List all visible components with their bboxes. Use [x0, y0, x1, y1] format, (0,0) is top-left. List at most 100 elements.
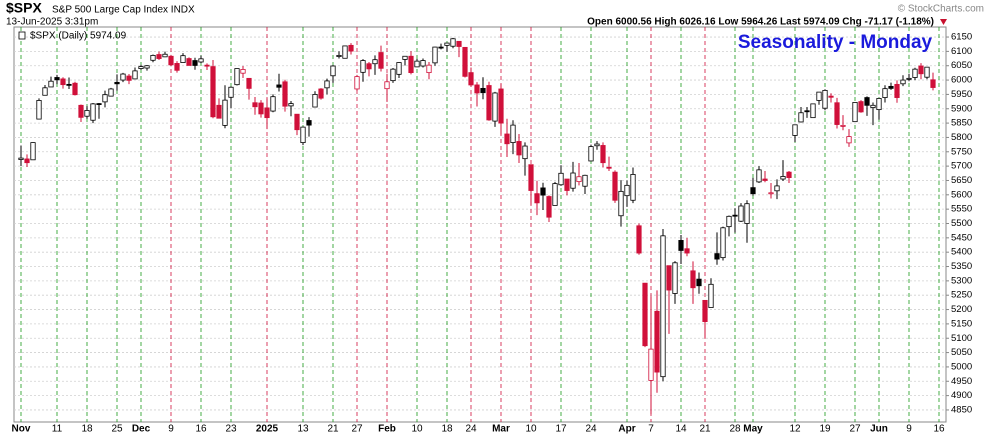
candle-body: [720, 227, 726, 259]
x-tick-label: 11: [52, 424, 63, 435]
y-tick-label: 5250: [951, 290, 972, 301]
candle-body: [66, 83, 72, 86]
candle-body: [216, 104, 222, 119]
candle-body: [426, 64, 432, 74]
down-arrow: [940, 19, 947, 25]
candle-body: [516, 141, 522, 156]
candle-body: [24, 158, 30, 164]
candle-body: [762, 178, 768, 181]
y-tick-label: 5700: [951, 161, 972, 172]
candle-body: [456, 40, 462, 47]
candle-body: [252, 102, 258, 108]
candle-body: [672, 262, 678, 294]
y-tick-label: 4950: [951, 376, 972, 387]
candle-body: [150, 54, 156, 61]
candle-body: [330, 65, 336, 77]
x-tick-label: Apr: [618, 424, 635, 435]
candle-body: [534, 193, 540, 204]
x-tick-label: 12: [789, 424, 801, 435]
y-tick-label: 6050: [951, 60, 972, 71]
candle-body: [486, 85, 492, 121]
y-tick-label: 6100: [951, 46, 972, 57]
x-tick-label: 13: [297, 424, 309, 435]
y-tick-label: 5350: [951, 261, 972, 272]
x-tick-label: 7: [648, 424, 654, 435]
candle-body: [642, 282, 648, 347]
candle-body: [324, 80, 330, 89]
candle-body: [408, 55, 414, 74]
candle-body: [258, 102, 264, 115]
candle-body: [732, 214, 738, 217]
y-tick-label: 5450: [951, 232, 972, 243]
candle-body: [462, 46, 468, 77]
x-tick-label: Dec: [132, 424, 151, 435]
candle-body: [162, 53, 168, 58]
candle-body: [852, 102, 858, 123]
candle-body: [402, 55, 408, 60]
candle-body: [246, 77, 252, 89]
candle-body: [414, 60, 420, 68]
candle-body: [282, 81, 288, 107]
candle-body: [270, 96, 276, 112]
date: 13-Jun-2025 3:31pm: [6, 17, 98, 28]
x-tick-label: 25: [111, 424, 123, 435]
x-tick-label: Feb: [378, 424, 396, 435]
candle-body: [738, 205, 744, 222]
candle-body: [180, 55, 186, 63]
candle-body: [54, 77, 60, 81]
candle-body: [318, 88, 324, 99]
x-tick-label: 14: [675, 424, 687, 435]
candle-body: [294, 113, 300, 131]
candle-body: [912, 68, 918, 78]
x-tick-label: Nov: [12, 424, 31, 435]
quote: Open 6000.56 High 6026.16 Low 5964.26 La…: [587, 17, 934, 28]
x-tick-label: 28: [729, 424, 741, 435]
y-tick-label: 5300: [951, 275, 972, 286]
candle-body: [888, 85, 894, 89]
candle-body: [828, 95, 834, 98]
x-tick-label: 18: [81, 424, 93, 435]
candle-body: [342, 45, 348, 59]
candle-body: [42, 87, 48, 96]
y-tick-label: 6000: [951, 75, 972, 86]
candle-body: [876, 98, 882, 111]
x-tick-label: 21: [327, 424, 339, 435]
candle-body: [750, 187, 756, 195]
candle-body: [822, 89, 828, 109]
candle-body: [276, 84, 282, 88]
y-tick-label: 5100: [951, 333, 972, 344]
candle-body: [36, 100, 42, 120]
candle-body: [588, 146, 594, 162]
candle-body: [690, 270, 696, 289]
candle-body: [552, 183, 558, 206]
candle-body: [96, 103, 102, 105]
candle-body: [384, 81, 390, 90]
y-tick-label: 5900: [951, 103, 972, 114]
candle-body: [168, 55, 174, 66]
x-tick-label: 2025: [256, 424, 279, 435]
candle-body: [792, 124, 798, 136]
candle-body: [60, 78, 66, 86]
x-tick-label: Jun: [870, 424, 888, 435]
candle-body: [438, 46, 444, 49]
candle-body: [432, 46, 438, 64]
candle-body: [612, 171, 618, 201]
y-tick-label: 4900: [951, 390, 972, 401]
candle-body: [372, 59, 378, 65]
candle-body: [858, 101, 864, 113]
candle-body: [714, 253, 720, 260]
candle-body: [900, 79, 906, 85]
candle-body: [816, 91, 822, 101]
watermark: © StockCharts.com: [898, 4, 984, 15]
candle-body: [72, 82, 78, 96]
candle-body: [360, 60, 366, 73]
candle-body: [390, 68, 396, 82]
candle-body: [768, 192, 774, 195]
candle-body: [804, 110, 810, 113]
candle-body: [312, 94, 318, 108]
y-tick-label: 5400: [951, 247, 972, 258]
candle-body: [306, 120, 312, 126]
annotation: Seasonality - Monday: [738, 32, 933, 53]
candle-body: [378, 52, 384, 69]
